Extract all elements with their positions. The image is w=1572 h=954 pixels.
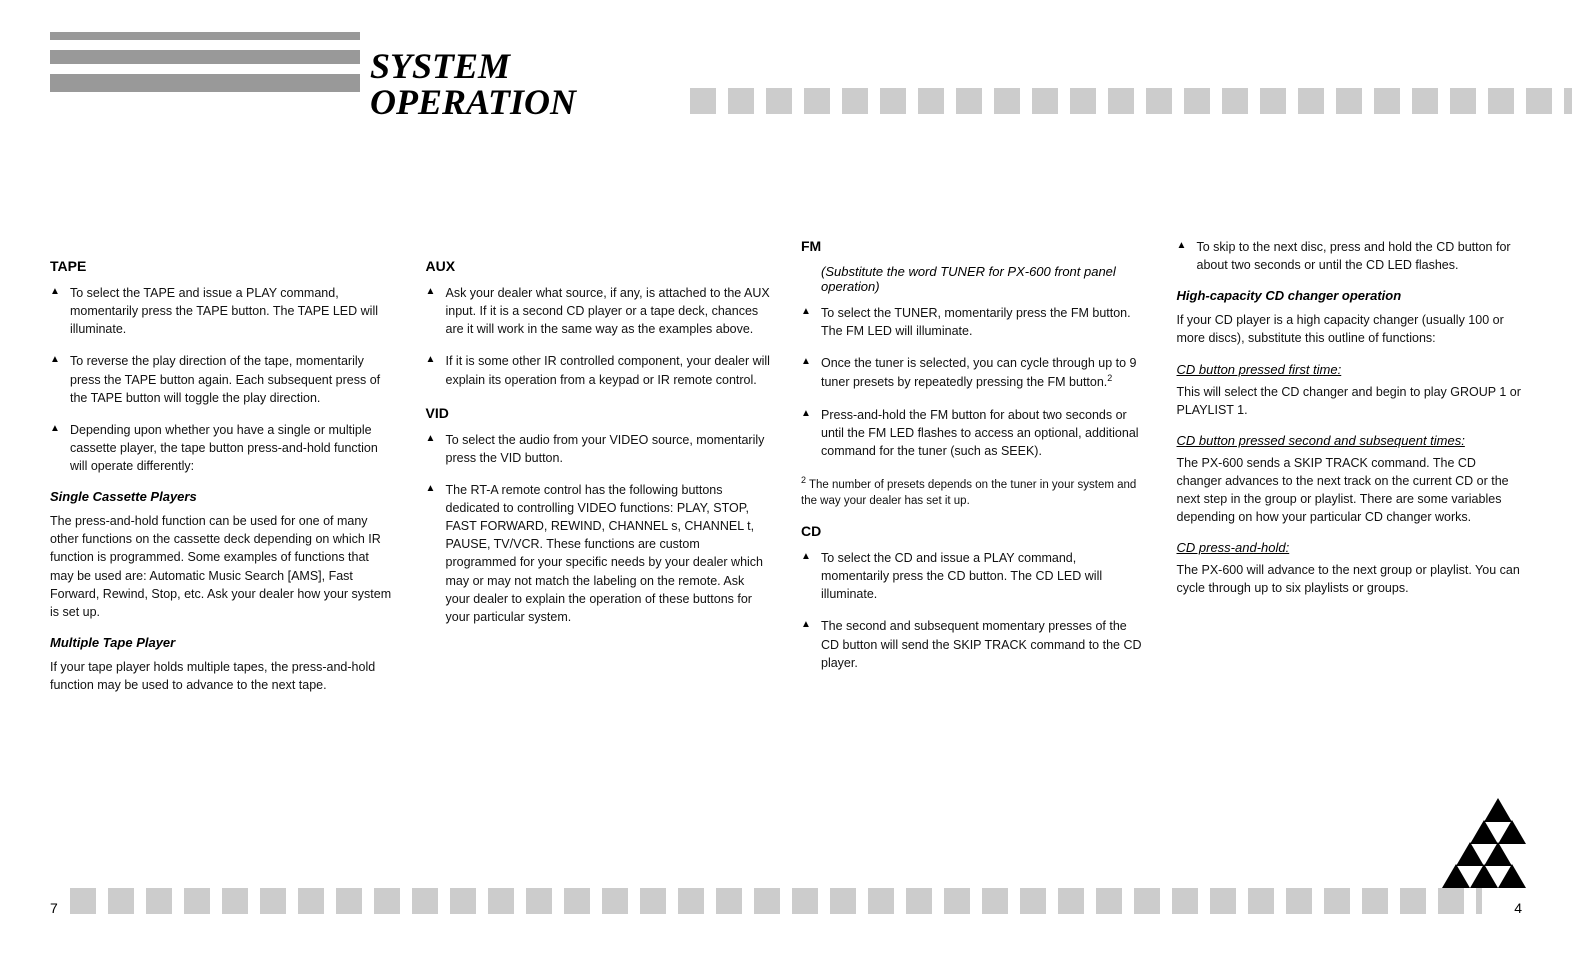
cd-subsequent-heading: CD button pressed second and subsequent … — [1177, 433, 1523, 448]
fm-footnote: 2 The number of presets depends on the t… — [801, 474, 1147, 509]
header-bar-3 — [50, 74, 360, 92]
header-accent-bars — [50, 32, 360, 102]
single-cassette-heading: Single Cassette Players — [50, 489, 396, 504]
aux-heading: AUX — [426, 258, 772, 274]
page-number-left: 7 — [50, 900, 58, 916]
column-cd-changer: To skip to the next disc, press and hold… — [1177, 238, 1523, 704]
cd-hold-body: The PX-600 will advance to the next grou… — [1177, 561, 1523, 597]
column-fm-cd: FM (Substitute the word TUNER for PX-600… — [801, 238, 1147, 704]
cd-hold-heading: CD press-and-hold: — [1177, 540, 1523, 555]
vid-heading: VID — [426, 405, 772, 421]
footnote-text: The number of presets depends on the tun… — [801, 479, 1136, 507]
multi-tape-heading: Multiple Tape Player — [50, 635, 396, 650]
title-line-2: OPERATION — [370, 84, 576, 120]
fm-item-text: Once the tuner is selected, you can cycl… — [821, 356, 1136, 389]
tape-item: To reverse the play direction of the tap… — [50, 352, 396, 406]
cd-item: To select the CD and issue a PLAY comman… — [801, 549, 1147, 603]
cd-heading: CD — [801, 523, 1147, 539]
page-title: SYSTEM OPERATION — [370, 48, 576, 120]
multi-tape-body: If your tape player holds multiple tapes… — [50, 658, 396, 694]
column-aux-vid: AUX Ask your dealer what source, if any,… — [426, 258, 772, 704]
high-capacity-body: If your CD player is a high capacity cha… — [1177, 311, 1523, 347]
fm-heading: FM — [801, 238, 1147, 254]
cd-subsequent-body: The PX-600 sends a SKIP TRACK command. T… — [1177, 454, 1523, 527]
aux-item: If it is some other IR controlled compon… — [426, 352, 772, 388]
tape-item: Depending upon whether you have a single… — [50, 421, 396, 475]
vid-item: To select the audio from your VIDEO sour… — [426, 431, 772, 467]
cd-first-press-body: This will select the CD changer and begi… — [1177, 383, 1523, 419]
decorative-squares-bottom — [70, 888, 1482, 914]
aux-item: Ask your dealer what source, if any, is … — [426, 284, 772, 338]
triangle-stack-icon — [1422, 798, 1522, 888]
footnote-marker: 2 — [1107, 373, 1112, 383]
fm-note: (Substitute the word TUNER for PX-600 fr… — [801, 264, 1147, 294]
vid-item: The RT-A remote control has the followin… — [426, 481, 772, 626]
content-columns: TAPE To select the TAPE and issue a PLAY… — [50, 238, 1522, 704]
header-bar-1 — [50, 32, 360, 40]
fm-item: Press-and-hold the FM button for about t… — [801, 406, 1147, 460]
fm-item: To select the TUNER, momentarily press t… — [801, 304, 1147, 340]
column-tape: TAPE To select the TAPE and issue a PLAY… — [50, 258, 396, 704]
cd-first-press-heading: CD button pressed first time: — [1177, 362, 1523, 377]
title-line-1: SYSTEM — [370, 48, 576, 84]
single-cassette-body: The press-and-hold function can be used … — [50, 512, 396, 621]
tape-item: To select the TAPE and issue a PLAY comm… — [50, 284, 396, 338]
high-capacity-heading: High-capacity CD changer operation — [1177, 288, 1523, 303]
decorative-squares-top — [690, 88, 1572, 114]
fm-item: Once the tuner is selected, you can cycl… — [801, 354, 1147, 391]
cd-skip-item: To skip to the next disc, press and hold… — [1177, 238, 1523, 274]
page-number-right: 4 — [1514, 900, 1522, 916]
tape-heading: TAPE — [50, 258, 396, 274]
header-bar-2 — [50, 50, 360, 64]
cd-item: The second and subsequent momentary pres… — [801, 617, 1147, 671]
